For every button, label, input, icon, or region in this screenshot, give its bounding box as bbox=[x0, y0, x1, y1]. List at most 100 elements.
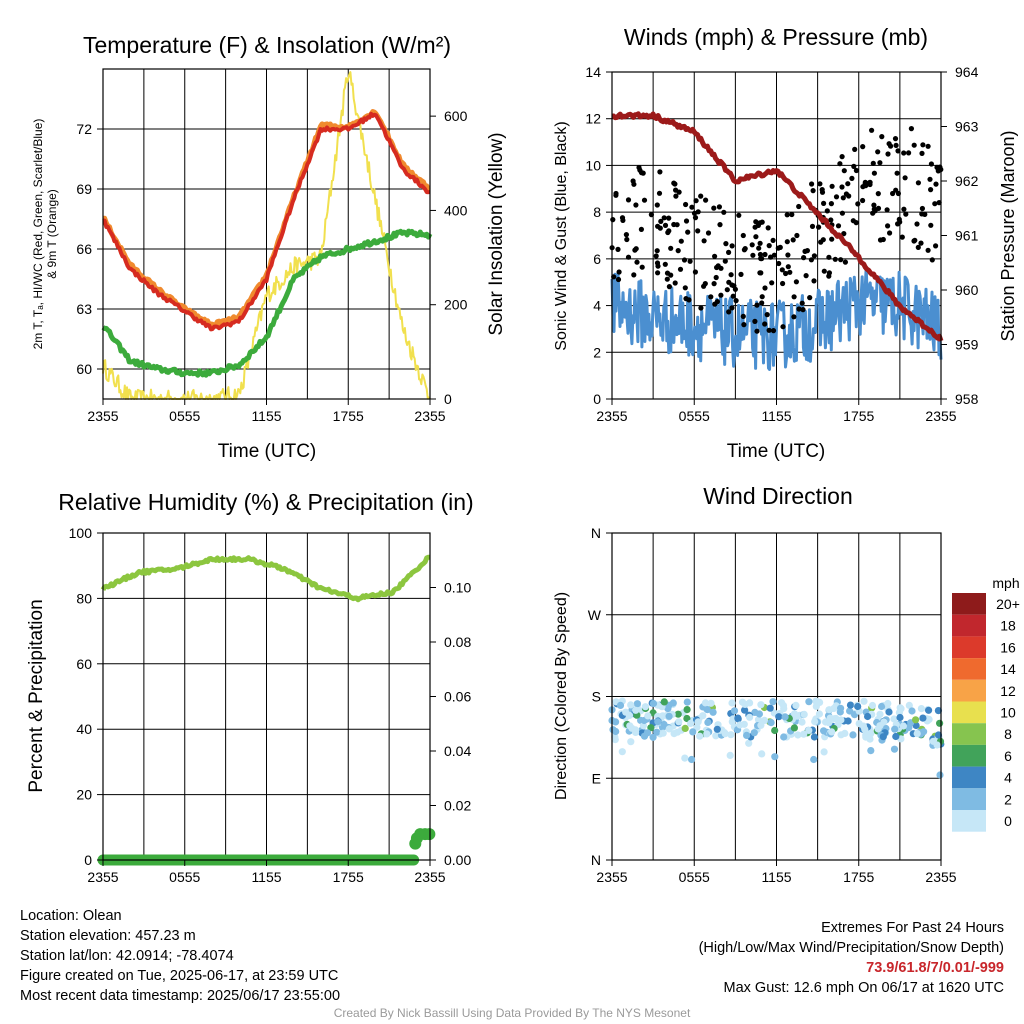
gust-point bbox=[796, 306, 802, 312]
gust-point bbox=[705, 230, 712, 236]
direction-point bbox=[709, 708, 717, 716]
gust-point bbox=[752, 318, 758, 324]
gust-point bbox=[809, 181, 815, 187]
gust-point bbox=[875, 205, 882, 211]
gust-point bbox=[919, 150, 925, 156]
gust-point bbox=[754, 302, 760, 308]
direction-point bbox=[913, 730, 921, 738]
direction-point bbox=[810, 755, 818, 764]
direction-point bbox=[704, 718, 712, 727]
x-tick-label: 1755 bbox=[333, 408, 364, 424]
gust-point bbox=[624, 236, 630, 243]
gust-point bbox=[633, 202, 639, 208]
gust-point bbox=[757, 270, 763, 276]
gust-point bbox=[838, 257, 844, 263]
gust-point bbox=[920, 142, 926, 148]
direction-point bbox=[828, 728, 836, 736]
gust-point bbox=[753, 219, 759, 225]
direction-point bbox=[837, 704, 845, 712]
gust-point bbox=[766, 327, 772, 333]
gust-point bbox=[634, 259, 640, 265]
y-right-tick-label: 959 bbox=[955, 337, 979, 353]
gust-point bbox=[723, 241, 729, 247]
direction-point bbox=[754, 716, 763, 724]
gust-point bbox=[867, 181, 873, 188]
gust-point bbox=[901, 206, 907, 212]
gust-point bbox=[871, 170, 878, 176]
y-right-tick-label: 200 bbox=[444, 297, 468, 313]
gust-point bbox=[860, 197, 866, 204]
gust-point bbox=[807, 295, 813, 301]
station-info: Location: Olean Station elevation: 457.2… bbox=[20, 906, 340, 1006]
legend-swatch bbox=[952, 636, 986, 659]
gust-point bbox=[726, 309, 732, 315]
gust-point bbox=[721, 209, 727, 215]
gust-point bbox=[698, 193, 704, 199]
y-left-tick-label: 69 bbox=[76, 181, 92, 197]
legend-label: 14 bbox=[1000, 661, 1016, 677]
dir-grid bbox=[612, 533, 941, 860]
temp-xlabel: Time (UTC) bbox=[218, 441, 317, 462]
gust-point bbox=[655, 270, 661, 276]
gust-point bbox=[780, 280, 786, 287]
legend-swatch bbox=[952, 766, 986, 789]
direction-point bbox=[627, 701, 635, 709]
direction-point bbox=[766, 704, 774, 712]
gust-point bbox=[641, 197, 648, 203]
extremes-title: Extremes For Past 24 Hours bbox=[821, 920, 1004, 936]
gust-point bbox=[686, 297, 692, 303]
direction-point bbox=[815, 710, 824, 718]
direction-point bbox=[849, 731, 857, 739]
direction-point bbox=[769, 698, 777, 706]
gust-point bbox=[648, 212, 655, 218]
direction-point bbox=[649, 699, 658, 708]
direction-point bbox=[864, 712, 872, 721]
direction-point bbox=[641, 703, 650, 711]
gust-point bbox=[762, 251, 768, 258]
direction-point bbox=[757, 701, 765, 709]
gust-point bbox=[835, 223, 842, 229]
gust-point bbox=[701, 283, 707, 289]
gust-point bbox=[918, 240, 924, 246]
gust-point bbox=[875, 149, 881, 155]
direction-point bbox=[665, 725, 673, 733]
gust-point bbox=[811, 253, 818, 259]
gust-point bbox=[934, 164, 940, 170]
direction-point bbox=[743, 731, 751, 740]
gust-point bbox=[623, 232, 630, 238]
gust-point bbox=[701, 238, 707, 244]
x-tick-label: 1755 bbox=[843, 869, 874, 885]
direction-point bbox=[800, 730, 808, 738]
gust-point bbox=[899, 234, 905, 240]
direction-point bbox=[674, 710, 682, 718]
direction-point bbox=[934, 731, 943, 739]
legend-swatch bbox=[952, 593, 986, 615]
y-left-tick-label: 12 bbox=[585, 111, 601, 127]
direction-point bbox=[632, 728, 640, 737]
gust-point bbox=[787, 269, 793, 275]
rh-grid bbox=[103, 533, 430, 860]
direction-point bbox=[675, 718, 683, 726]
x-tick-label: 1155 bbox=[251, 869, 281, 885]
direction-point bbox=[643, 729, 652, 737]
direction-point bbox=[703, 730, 711, 738]
y-left-tick-label: N bbox=[591, 852, 601, 868]
gust-point bbox=[740, 313, 746, 319]
x-tick-label: 1155 bbox=[761, 408, 791, 424]
gust-point bbox=[837, 161, 843, 167]
direction-point bbox=[653, 728, 661, 736]
legend-label: 20+ bbox=[996, 596, 1020, 612]
gust-point bbox=[722, 258, 728, 264]
gust-point bbox=[852, 146, 858, 152]
x-tick-label: 2355 bbox=[596, 869, 627, 885]
direction-point bbox=[611, 736, 619, 744]
gust-point bbox=[897, 219, 903, 225]
gust-point bbox=[928, 187, 934, 193]
direction-point bbox=[681, 754, 689, 762]
gust-point bbox=[912, 237, 918, 243]
gust-point bbox=[630, 178, 636, 184]
temp-ylabel-left-1: 2m T, Tₐ, HI/WC (Red, Green, Scarlet/Blu… bbox=[31, 119, 45, 350]
gust-point bbox=[829, 236, 835, 242]
gust-point bbox=[919, 205, 926, 212]
gust-point bbox=[741, 247, 748, 253]
